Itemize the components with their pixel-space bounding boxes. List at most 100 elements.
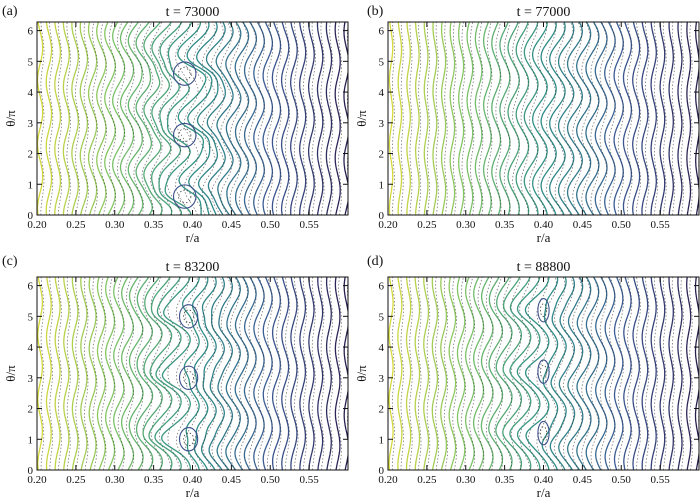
island-inner-contour: [178, 189, 192, 204]
contour-line-dotted: [40, 277, 45, 470]
contour-line-dotted: [320, 277, 325, 470]
island-contour: [537, 420, 550, 446]
contour-line-dotted: [409, 277, 413, 470]
contour-line: [71, 277, 79, 470]
y-tick-label: 3: [379, 373, 385, 385]
contour-line-dotted: [266, 277, 274, 470]
x-tick-label: 0.30: [456, 219, 476, 231]
x-tick-label: 0.20: [378, 219, 398, 231]
contour-line: [495, 277, 513, 470]
contour-line-dotted: [391, 277, 395, 470]
contour-line: [632, 277, 640, 470]
contour-line: [613, 277, 624, 470]
y-axis-label: θ/π: [3, 365, 18, 382]
contour-line: [540, 22, 557, 215]
contour-line-dotted: [338, 22, 342, 215]
contour-line: [449, 22, 456, 215]
plot-area: [37, 22, 348, 215]
contour-line: [234, 277, 249, 470]
contour-line-dotted: [487, 22, 493, 215]
contour-line: [307, 22, 315, 215]
panel-title: t = 77000: [517, 5, 571, 20]
contour-line: [558, 277, 576, 470]
contour-line-dotted: [435, 277, 440, 470]
contour-line-dotted: [409, 22, 413, 215]
contour-line: [576, 22, 592, 215]
x-axis-label: r/a: [186, 230, 200, 245]
contour-line: [37, 277, 44, 470]
contour-line-dotted: [572, 277, 583, 470]
y-tick-label: 1: [379, 434, 385, 446]
contour-line: [549, 277, 567, 470]
contour-line: [659, 22, 666, 215]
x-axis-label: r/a: [186, 485, 200, 500]
contour-line-dotted: [452, 277, 457, 470]
plot-area: [37, 277, 348, 470]
contour-line-dotted: [470, 22, 475, 215]
contour-line-dotted: [294, 277, 299, 470]
contour-line-dotted: [478, 22, 484, 215]
contour-line: [334, 277, 341, 470]
contour-line: [440, 22, 447, 215]
x-tick-label: 0.45: [573, 474, 593, 486]
panel-label: (a): [2, 4, 18, 19]
y-tick-label: 5: [379, 311, 385, 323]
contour-line-dotted: [645, 277, 650, 470]
contour-line-dotted: [546, 22, 556, 215]
contour-line-dotted: [275, 22, 282, 215]
contour-line-dotted: [150, 277, 162, 470]
y-axis-label: θ/π: [3, 110, 18, 127]
plot-area: [388, 277, 699, 470]
contour-line-dotted: [201, 22, 216, 215]
contour-line: [686, 277, 692, 470]
contour-line: [128, 277, 144, 470]
contour-line: [650, 22, 657, 215]
y-tick-label: 1: [28, 434, 34, 446]
contour-line: [113, 277, 125, 470]
contour-line: [466, 22, 474, 215]
contour-line: [62, 22, 70, 215]
contour-line-dotted: [545, 277, 557, 470]
x-tick-label: 0.55: [300, 219, 320, 231]
contour-line-dotted: [117, 277, 125, 470]
contour-line-dotted: [527, 277, 540, 470]
contour-line-dotted: [58, 277, 62, 470]
contour-line: [595, 277, 608, 470]
contour-line-dotted: [141, 22, 154, 215]
contour-line: [135, 277, 154, 470]
contour-line: [488, 277, 504, 470]
contour-line-dotted: [536, 277, 548, 470]
panel-title: t = 88800: [517, 260, 571, 275]
contour-line: [112, 22, 126, 215]
contour-line-dotted: [220, 277, 232, 470]
y-tick-label: 0: [28, 210, 34, 222]
contour-line: [186, 22, 213, 215]
contour-line: [632, 22, 641, 215]
y-tick-label: 6: [379, 26, 385, 38]
contour-line-dotted: [671, 277, 676, 470]
contour-line-dotted: [66, 277, 71, 470]
y-tick-label: 5: [379, 56, 385, 68]
contour-line-dotted: [92, 277, 98, 470]
panel-b: 0.20 0.25 0.30 0.35 0.40 0.45 0.50 0.55 0 1 2 3 4 5 6 r…: [354, 4, 700, 245]
contour-line-dotted: [443, 277, 449, 470]
contour-line: [158, 22, 183, 215]
island-inner-contour: [178, 128, 192, 142]
contour-line: [613, 22, 624, 215]
panel-d: 0.20 0.25 0.30 0.35 0.40 0.45 0.50 0.55 0 1 2 3 4 5 6 r…: [354, 254, 700, 500]
contour-line: [515, 22, 530, 215]
y-tick-label: 5: [28, 311, 34, 323]
contour-line: [431, 277, 439, 470]
x-tick-label: 0.30: [105, 219, 125, 231]
panel-label: (c): [2, 254, 18, 269]
contour-line: [45, 277, 52, 470]
contour-line: [641, 22, 649, 215]
panel-label: (b): [367, 4, 384, 19]
contour-line: [414, 22, 420, 215]
contour-line: [531, 22, 548, 215]
island-inner-contour: [540, 364, 547, 379]
contour-line-dotted: [503, 22, 511, 215]
contour-line: [414, 277, 421, 470]
contour-line: [253, 22, 265, 215]
contour-line: [216, 277, 234, 470]
